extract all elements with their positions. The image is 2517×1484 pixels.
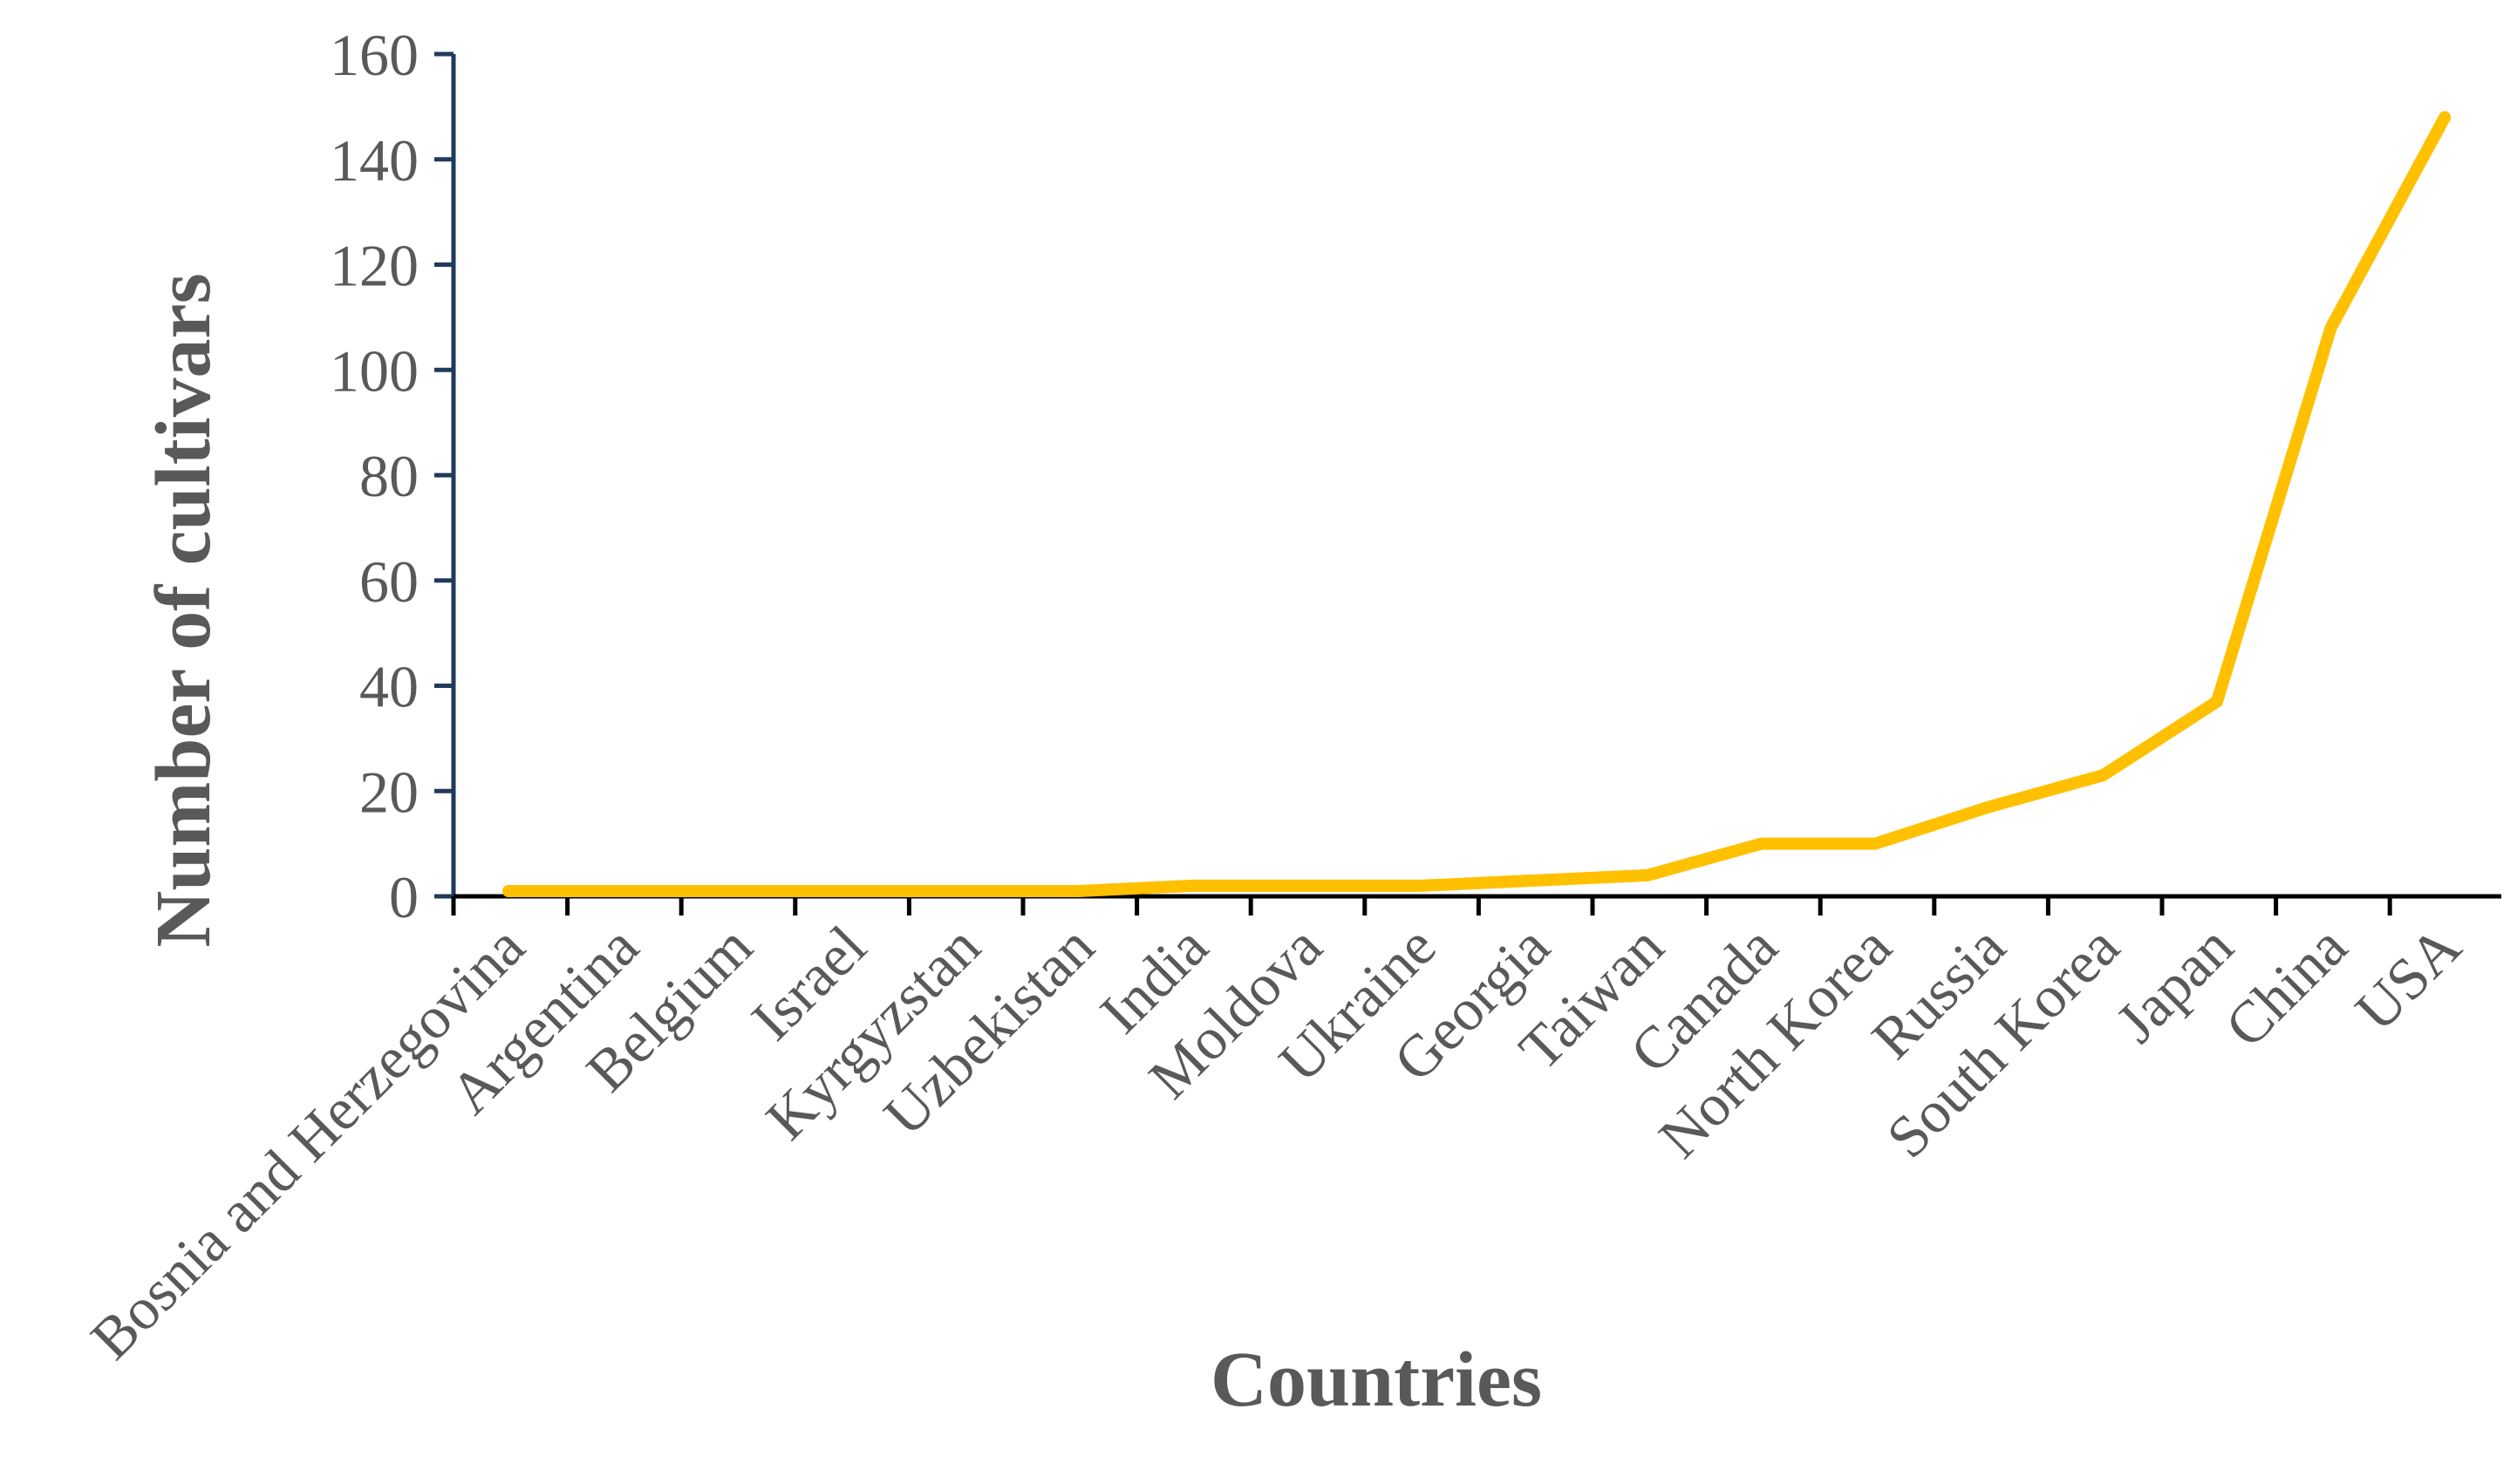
y-tick-label: 100 — [330, 337, 419, 404]
x-axis: Bosnia and HerzegovinaArgentinaBelgiumIs… — [78, 894, 2501, 1372]
y-tick-label: 120 — [330, 233, 419, 299]
x-tick-label: Bosnia and Herzegovina — [78, 913, 536, 1372]
y-tick-label: 20 — [359, 759, 419, 825]
x-tick-label: China — [2213, 913, 2360, 1060]
y-axis: 0 20 40 60 80 100 120 140 160 — [330, 22, 456, 930]
y-tick-label: 160 — [330, 22, 419, 88]
y-axis-title: Number of cultivars — [140, 273, 227, 947]
x-tick-label: Japan — [2103, 913, 2245, 1055]
x-tick-label: USA — [2343, 913, 2473, 1044]
y-tick-label: 140 — [330, 127, 419, 194]
series-line — [502, 111, 2452, 897]
y-tick-label: 0 — [389, 864, 419, 930]
y-tick-label: 80 — [359, 443, 419, 509]
y-tick-label: 60 — [359, 548, 419, 615]
x-axis-title: Countries — [1211, 1337, 1542, 1423]
series-layer — [502, 111, 2452, 897]
y-tick-label: 40 — [359, 654, 419, 720]
